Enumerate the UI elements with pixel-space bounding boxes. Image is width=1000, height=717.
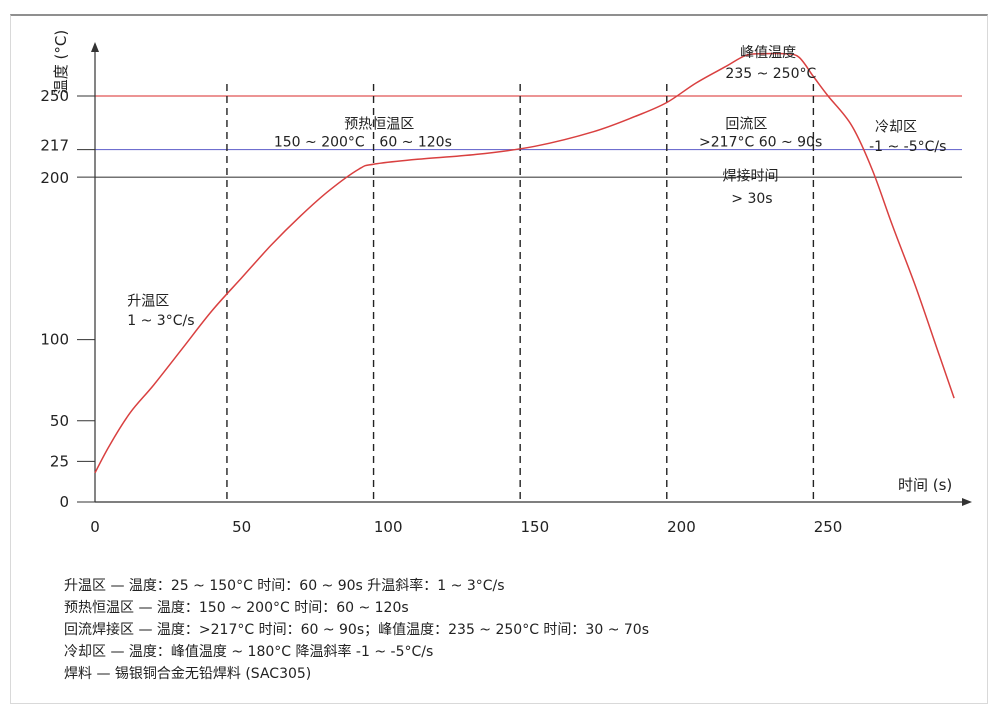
x-tick-label: 250 — [814, 518, 843, 536]
y-tick-label: 250 — [40, 87, 69, 105]
temperature-curve — [94, 52, 955, 474]
note-ramp: 升温区 — 温度：25 ~ 150°C 时间：60 ~ 90s 升温斜率：1 ~… — [64, 578, 505, 594]
annotation-preheat-title: 预热恒温区 — [344, 116, 414, 132]
annotation-ramp-title: 升温区 — [127, 293, 169, 309]
annotation-preheat-temp: 150 ~ 200°C — [274, 134, 365, 150]
y-tick-label: 0 — [59, 493, 69, 511]
x-tick-label: 100 — [374, 518, 403, 536]
annotation-cool-rate: -1 ~ -5°C/s — [869, 139, 946, 155]
x-tick-label: 200 — [667, 518, 696, 536]
x-tick-label: 50 — [232, 518, 251, 536]
y-tick-label: 200 — [40, 169, 69, 187]
note-preheat: 预热恒温区 — 温度：150 ~ 200°C 时间：60 ~ 120s — [64, 600, 409, 616]
annotation-preheat-time: 60 ~ 120s — [379, 134, 451, 150]
y-tick-label: 25 — [50, 452, 69, 470]
annotation-solder-time: > 30s — [731, 191, 772, 207]
annotation-reflow-title: 回流区 — [725, 116, 767, 132]
y-axis-arrow — [91, 42, 99, 52]
x-tick-label: 150 — [521, 518, 550, 536]
x-axis-arrow — [962, 498, 972, 506]
annotation-cool-title: 冷却区 — [875, 120, 917, 136]
x-tick-label: 0 — [90, 518, 100, 536]
y-tick-label: 217 — [40, 137, 69, 155]
y-axis-label: 温度 (°C) — [52, 30, 70, 94]
annotation-peak-range: 235 ~ 250°C — [725, 66, 816, 82]
note-cooling: 冷却区 — 温度：峰值温度 ~ 180°C 降温斜率 -1 ~ -5°C/s — [64, 644, 434, 660]
annotation-solder-title: 焊接时间 — [722, 167, 778, 184]
annotation-ramp-rate: 1 ~ 3°C/s — [127, 313, 194, 329]
x-axis-label: 时间 (s) — [898, 476, 952, 494]
annotation-reflow-detail: >217°C 60 ~ 90s — [699, 134, 822, 150]
note-reflow: 回流焊接区 — 温度：>217°C 时间：60 ~ 90s；峰值温度：235 ~… — [64, 622, 649, 638]
y-tick-label: 50 — [50, 412, 69, 430]
annotation-peak-title: 峰值温度 — [740, 45, 796, 61]
y-tick-label: 100 — [40, 331, 69, 349]
note-solder: 焊料 — 锡银铜合金无铅焊料 (SAC305) — [64, 666, 312, 682]
chart-frame — [10, 14, 988, 704]
notes-list: 升温区 — 温度：25 ~ 150°C 时间：60 ~ 90s 升温斜率：1 ~… — [64, 575, 649, 685]
